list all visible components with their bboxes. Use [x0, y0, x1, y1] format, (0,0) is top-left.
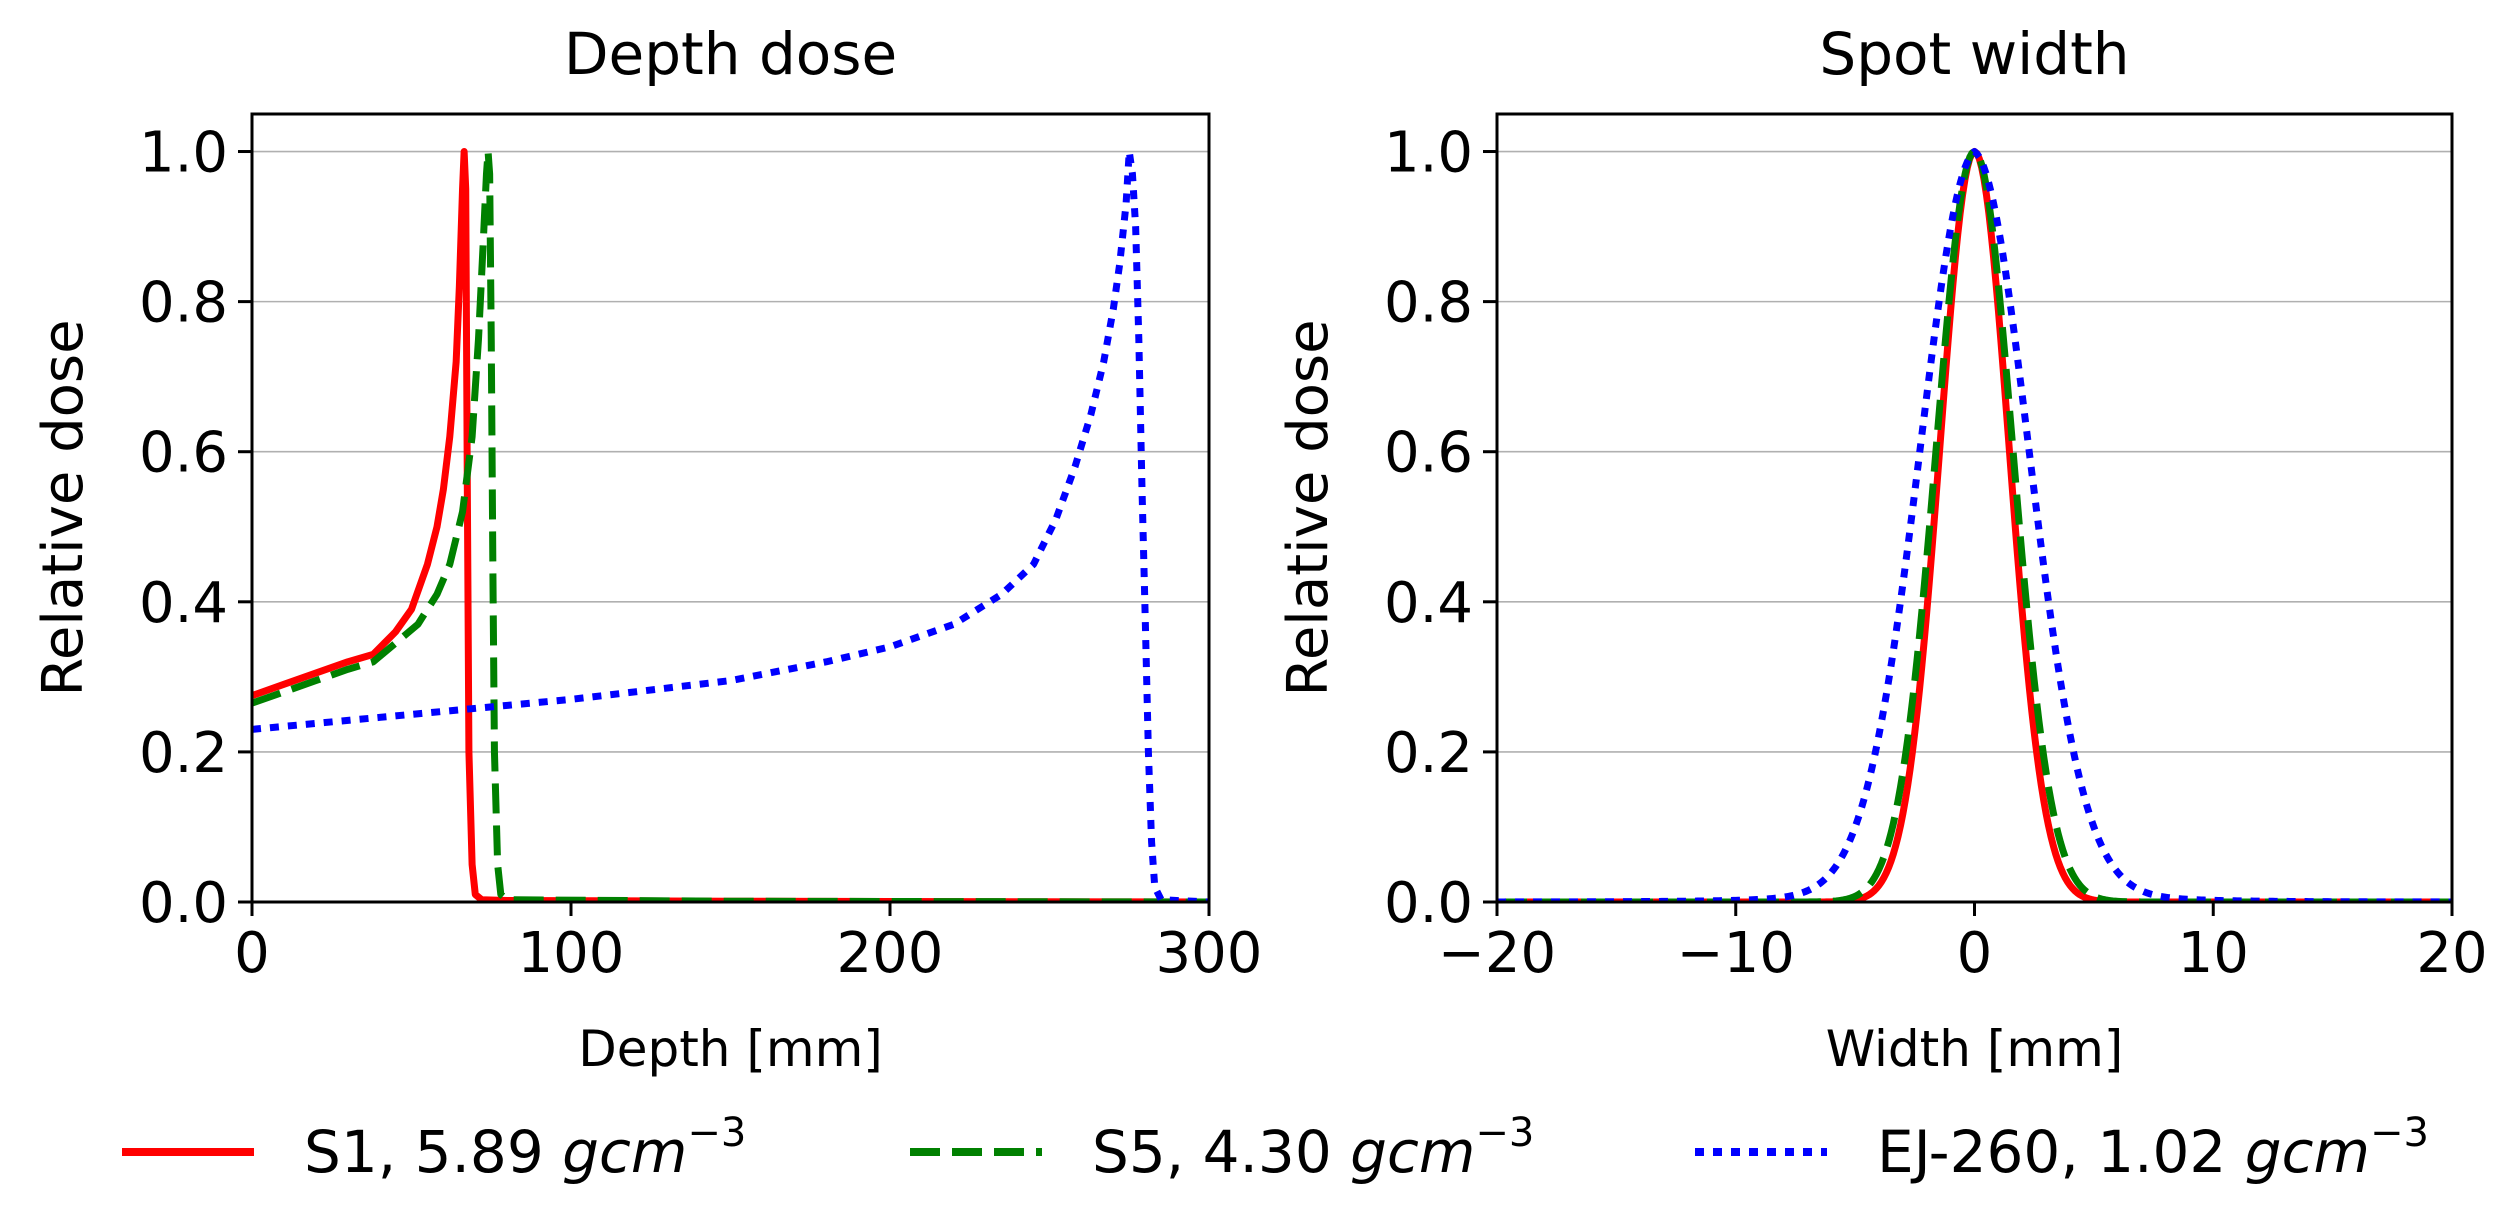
legend: S1, 5.89 gcm−3 S5, 4.30 gcm−3 EJ-260, 1.02…: [122, 1110, 2429, 1186]
y-tick-label: 0.6: [139, 421, 228, 486]
y-tick-label: 0.8: [1384, 271, 1473, 336]
y-tick-label: 0.2: [1384, 721, 1473, 786]
legend-item: S1, 5.89 gcm−3: [122, 1110, 746, 1186]
x-tick-label: −20: [1438, 921, 1556, 986]
x-tick-label: 10: [2178, 921, 2249, 986]
legend-item: S5, 4.30 gcm−3: [910, 1110, 1534, 1186]
series-line-ej-260: [1497, 148, 2452, 902]
series-line-s5: [1497, 148, 2452, 902]
y-axis-label: Relative dose: [1276, 319, 1341, 696]
series-line-ej-260: [252, 148, 1209, 902]
x-tick-label: 0: [1957, 921, 1993, 986]
legend-label: S1, 5.89 gcm−3: [304, 1110, 746, 1186]
x-axis-label: Width [mm]: [1826, 1020, 2124, 1078]
y-axis-label: Relative dose: [31, 319, 96, 696]
y-tick-label: 0.6: [1384, 421, 1473, 486]
series-line-s1: [252, 148, 1209, 902]
x-tick-label: 300: [1156, 921, 1263, 986]
x-axis-label: Depth [mm]: [578, 1020, 883, 1078]
x-tick-label: 0: [234, 921, 270, 986]
chart-title: Depth dose: [564, 20, 897, 88]
y-tick-label: 0.2: [139, 721, 228, 786]
axes-frame: [1495, 112, 2454, 904]
x-tick-label: −10: [1677, 921, 1795, 986]
x-tick-label: 20: [2416, 921, 2487, 986]
y-tick-label: 0.0: [139, 871, 228, 936]
legend-label: S5, 4.30 gcm−3: [1092, 1110, 1534, 1186]
chart-title: Spot width: [1819, 20, 2129, 88]
spot-width-chart: −20 −10 0 10 20 0.0 0.2 0.4 0.6 0.8 1.0 Spot width W…: [1276, 20, 2488, 1078]
y-tick-label: 0.4: [139, 571, 228, 636]
depth-dose-chart: 0 100 200 300 0.0 0.2 0.4 0.6 0.8 1.0 Depth dose De…: [31, 20, 1262, 1078]
y-tick-label: 1.0: [139, 121, 228, 186]
x-tick-label: 200: [837, 921, 944, 986]
x-tick-label: 100: [518, 921, 625, 986]
y-tick-label: 0.4: [1384, 571, 1473, 636]
y-tick-label: 0.8: [139, 271, 228, 336]
legend-label: EJ-260, 1.02 gcm−3: [1877, 1110, 2429, 1186]
y-tick-label: 0.0: [1384, 871, 1473, 936]
y-tick-label: 1.0: [1384, 121, 1473, 186]
axes-frame: [250, 112, 1211, 904]
series-line-s5: [252, 148, 1209, 902]
legend-item: EJ-260, 1.02 gcm−3: [1695, 1110, 2429, 1186]
series-line-s1: [1497, 148, 2452, 902]
